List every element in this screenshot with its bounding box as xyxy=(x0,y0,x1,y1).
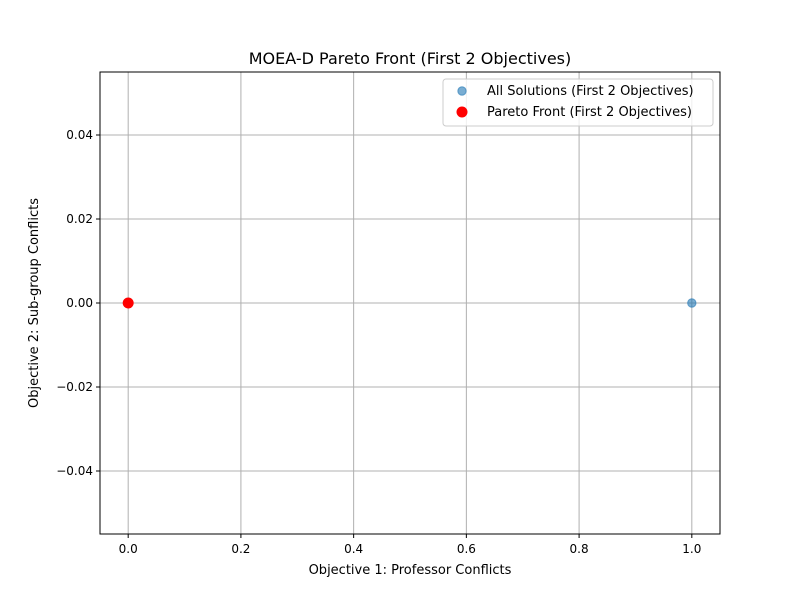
legend-label-pareto-front: Pareto Front (First 2 Objectives) xyxy=(487,105,692,120)
x-tick-label: 0.6 xyxy=(457,542,476,556)
pareto-front-point xyxy=(122,297,134,309)
y-axis-label: Objective 2: Sub-group Conflicts xyxy=(27,198,42,408)
x-axis-label: Objective 1: Professor Conflicts xyxy=(309,563,512,578)
y-tick-label: 0.00 xyxy=(66,296,93,310)
axis-ticks: 0.0 0.2 0.4 0.6 0.8 1.0 −0.04 −0.02 0.00 0.02 0.04 xyxy=(56,128,701,556)
x-tick-label: 0.2 xyxy=(231,542,250,556)
grid xyxy=(100,72,720,534)
legend-marker-pareto-front xyxy=(456,106,468,118)
legend-marker-all-solutions xyxy=(457,86,467,96)
legend-label-all-solutions: All Solutions (First 2 Objectives) xyxy=(487,84,694,99)
x-tick-label: 0.8 xyxy=(570,542,589,556)
legend: All Solutions (First 2 Objectives) Pareto… xyxy=(442,78,714,127)
legend-box xyxy=(442,78,714,127)
data-points xyxy=(122,297,697,309)
chart-title: MOEA-D Pareto Front (First 2 Objectives) xyxy=(249,49,572,68)
x-tick-label: 1.0 xyxy=(682,542,701,556)
y-tick-label: −0.04 xyxy=(56,464,93,478)
all-solutions-point xyxy=(687,298,697,308)
x-tick-label: 0.4 xyxy=(344,542,363,556)
y-tick-label: −0.02 xyxy=(56,380,93,394)
x-tick-label: 0.0 xyxy=(119,542,138,556)
y-tick-label: 0.02 xyxy=(66,212,93,226)
y-tick-label: 0.04 xyxy=(66,128,93,142)
